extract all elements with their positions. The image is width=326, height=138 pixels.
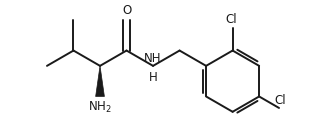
Text: O: O	[122, 4, 131, 17]
Text: H: H	[149, 71, 157, 84]
Text: NH: NH	[144, 52, 162, 65]
Text: Cl: Cl	[225, 13, 237, 26]
Polygon shape	[96, 66, 104, 96]
Text: NH$_2$: NH$_2$	[88, 100, 112, 115]
Text: Cl: Cl	[275, 94, 286, 107]
